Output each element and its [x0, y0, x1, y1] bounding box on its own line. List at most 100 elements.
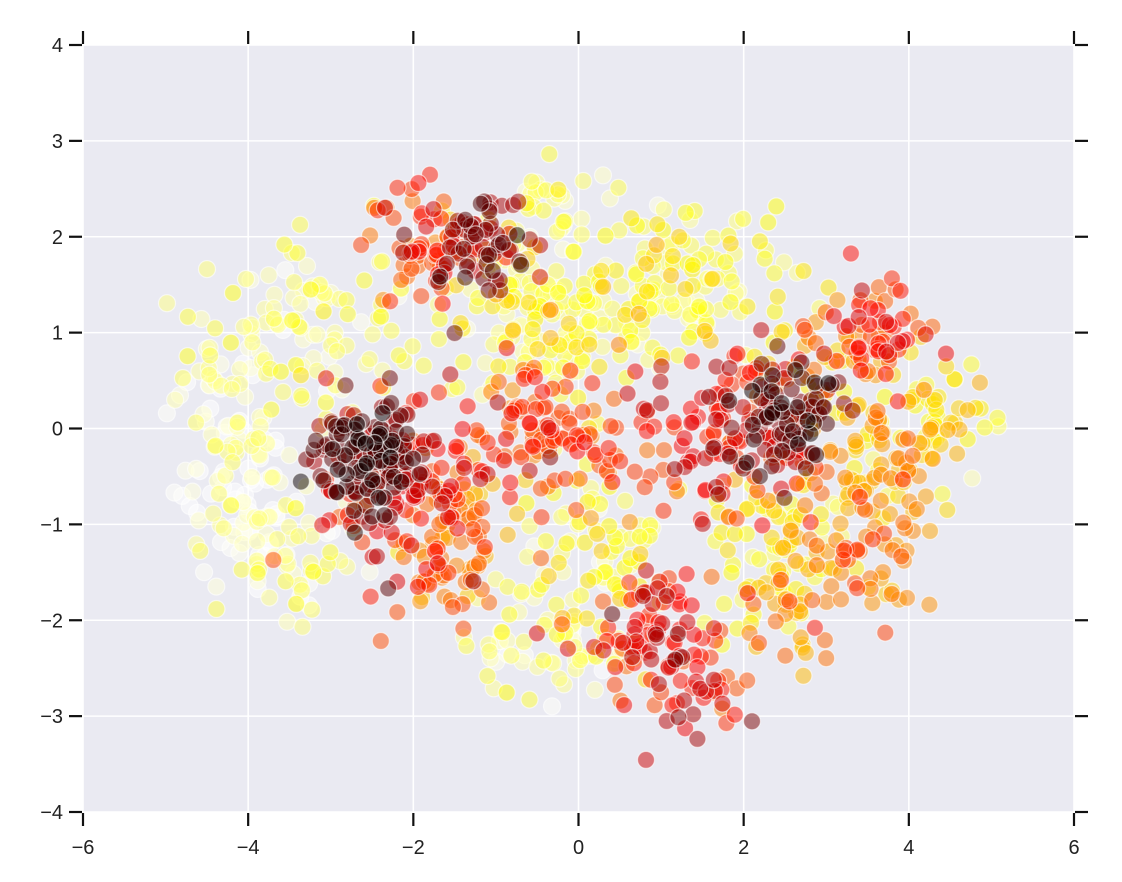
scatter-point	[493, 623, 512, 642]
scatter-point	[431, 267, 450, 286]
scatter-point	[834, 541, 854, 560]
scatter-point	[603, 604, 622, 624]
scatter-point	[676, 279, 695, 299]
scatter-point	[579, 571, 598, 590]
scatter-point	[497, 339, 516, 358]
y-tick-label: −4	[40, 802, 63, 824]
scatter-point	[763, 366, 782, 385]
scatter-point	[321, 543, 340, 562]
scatter-point	[892, 547, 911, 566]
scatter-point	[819, 278, 838, 297]
scatter-point	[221, 333, 240, 352]
scatter-point	[489, 372, 508, 391]
scatter-point	[454, 353, 473, 372]
y-tick-label: 2	[52, 227, 63, 249]
scatter-point	[622, 209, 641, 228]
scatter-point	[522, 172, 541, 191]
scatter-point	[817, 649, 836, 668]
scatter-point	[402, 259, 421, 278]
scatter-point	[674, 691, 694, 710]
scatter-point	[511, 255, 531, 274]
scatter-point	[699, 387, 719, 406]
scatter-point	[907, 500, 926, 519]
scatter-point	[836, 468, 855, 487]
scatter-point	[898, 429, 918, 448]
scatter-point	[375, 506, 394, 525]
scatter-point	[327, 483, 346, 502]
scatter-point	[501, 473, 520, 492]
scatter-point	[371, 307, 391, 326]
scatter-point	[530, 267, 550, 287]
scatter-point	[466, 225, 485, 244]
scatter-point	[243, 333, 262, 352]
scatter-point	[520, 414, 539, 433]
scatter-point	[688, 729, 707, 749]
scatter-point	[636, 750, 656, 770]
scatter-point	[704, 619, 724, 638]
scatter-point	[580, 335, 599, 354]
scatter-point	[323, 440, 342, 459]
scatter-point	[749, 633, 769, 653]
scatter-point	[647, 235, 666, 254]
scatter-point	[509, 192, 528, 211]
scatter-point	[931, 435, 950, 454]
scatter-point	[768, 337, 787, 356]
x-tick-label: −6	[72, 837, 95, 859]
scatter-point	[228, 413, 247, 432]
scatter-point	[762, 382, 781, 401]
scatter-point	[678, 612, 697, 632]
scatter-point	[488, 393, 507, 412]
y-tick-label: 0	[52, 419, 63, 441]
x-tick-label: 4	[903, 837, 914, 859]
scatter-point	[822, 577, 841, 596]
scatter-point	[502, 646, 521, 665]
scatter-point	[888, 392, 907, 411]
scatter-point	[423, 477, 442, 496]
scatter-point	[805, 618, 825, 637]
scatter-point	[234, 317, 253, 336]
scatter-point	[610, 452, 630, 471]
scatter-point	[432, 458, 451, 477]
scatter-point	[204, 504, 223, 523]
scatter-point	[814, 398, 834, 417]
scatter-point	[677, 564, 696, 584]
scatter-point	[345, 523, 364, 542]
scatter-point	[593, 592, 613, 611]
scatter-point	[550, 669, 569, 688]
scatter-point	[552, 507, 571, 527]
scatter-point	[402, 536, 421, 555]
scatter-point	[722, 272, 741, 291]
scatter-point	[776, 646, 795, 665]
scatter-point	[794, 666, 813, 685]
scatter-point	[412, 287, 431, 306]
scatter-point	[703, 269, 722, 288]
scatter-point	[593, 277, 613, 296]
y-tick-label: −3	[40, 706, 63, 728]
scatter-point	[742, 712, 762, 731]
scatter-point	[248, 563, 267, 583]
scatter-point	[637, 254, 656, 273]
scatter-point	[355, 271, 374, 290]
scatter-point	[360, 562, 379, 582]
scatter-point	[718, 541, 737, 560]
scatter-point	[970, 373, 990, 392]
scatter-point	[601, 417, 620, 436]
scatter-point	[480, 642, 499, 661]
scatter-point	[302, 600, 322, 619]
scatter-point	[762, 528, 781, 547]
scatter-point	[531, 549, 551, 568]
scatter-point	[528, 340, 547, 359]
scatter-point	[531, 479, 551, 498]
scatter-point	[389, 346, 408, 365]
scatter-point	[798, 411, 817, 430]
scatter-point	[897, 588, 917, 608]
scatter-point	[815, 631, 835, 650]
scatter-point	[682, 352, 702, 371]
scatter-point	[752, 321, 771, 340]
scatter-point	[489, 357, 508, 376]
scatter-point	[464, 572, 483, 591]
scatter-point	[872, 423, 891, 443]
scatter-point	[410, 465, 429, 484]
scatter-point	[765, 264, 784, 283]
